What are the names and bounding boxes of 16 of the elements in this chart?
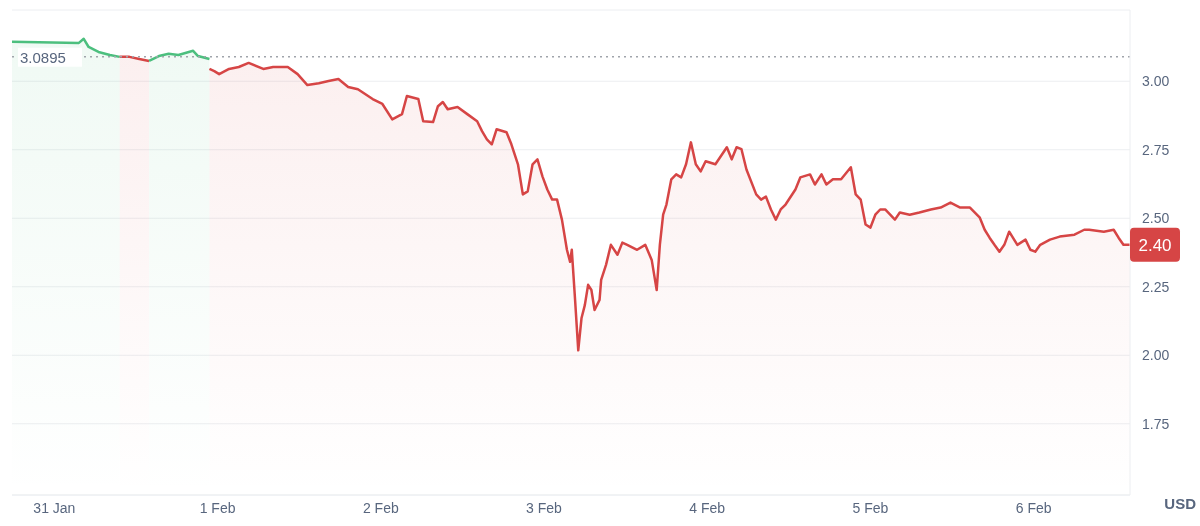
y-axis-title: USD: [1164, 495, 1197, 512]
x-tick-label: 3 Feb: [526, 499, 563, 516]
x-tick-label: 2 Feb: [362, 499, 399, 516]
ref-line-label: 3.0895: [20, 48, 66, 66]
y-tick-label: 2.00: [1142, 347, 1170, 364]
x-tick-label: 4 Feb: [689, 499, 726, 516]
y-tick-label: 2.25: [1142, 278, 1170, 295]
x-tick-label: 5 Feb: [852, 499, 889, 516]
y-tick-label: 2.75: [1142, 141, 1170, 158]
x-tick-label: 31 Jan: [33, 499, 76, 516]
y-tick-label: 3.00: [1142, 73, 1170, 90]
text: 2.40: [1138, 235, 1172, 255]
y-tick-label: 2.50: [1142, 210, 1170, 227]
x-tick-label: 6 Feb: [1015, 499, 1052, 516]
x-tick-label: 1 Feb: [199, 499, 236, 516]
y-tick-label: 1.75: [1142, 415, 1170, 432]
